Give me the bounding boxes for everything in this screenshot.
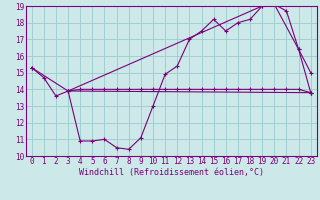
- X-axis label: Windchill (Refroidissement éolien,°C): Windchill (Refroidissement éolien,°C): [79, 168, 264, 177]
